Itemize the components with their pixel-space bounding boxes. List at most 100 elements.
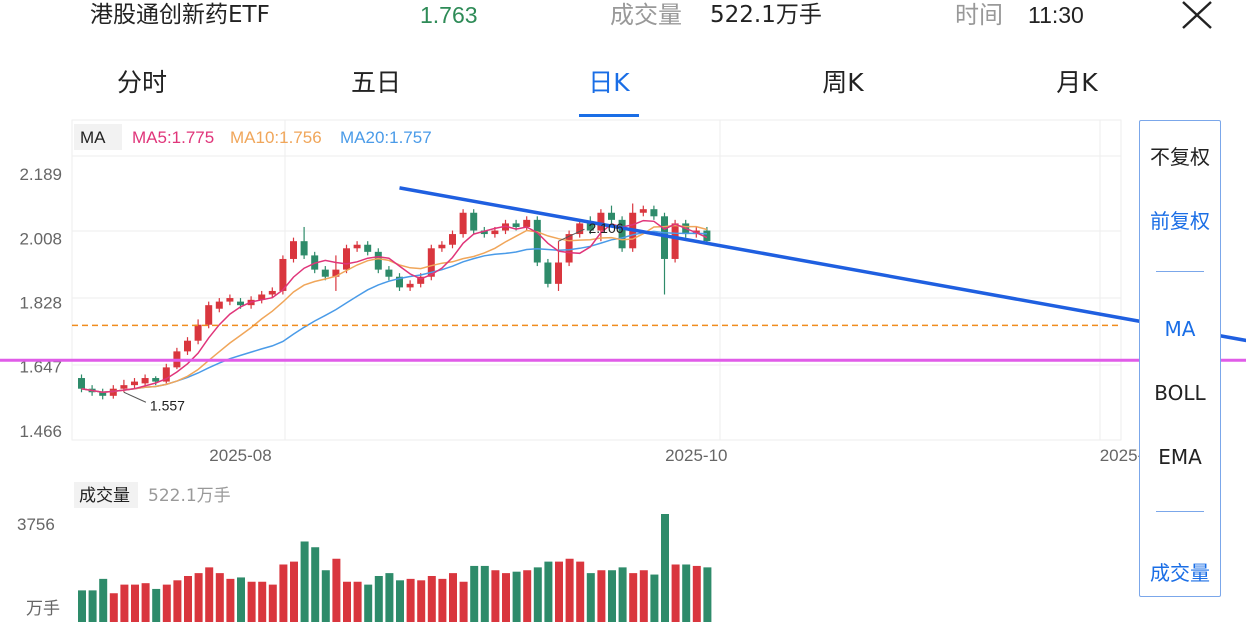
volume-bar: [374, 575, 383, 622]
volume-bar: [618, 567, 627, 622]
candle-body: [608, 212, 615, 220]
candle-body: [417, 276, 425, 284]
volume-option[interactable]: 成交量: [1140, 557, 1220, 586]
candle-body: [438, 244, 446, 249]
y-tick-label: 1.466: [19, 422, 62, 441]
close-button[interactable]: [1180, 0, 1214, 30]
quote-header: 港股通创新药ETF 1.763 成交量 522.1万手 时间 11:30: [0, 0, 1246, 34]
ma-option[interactable]: MA: [1140, 317, 1220, 341]
volume-bar: [438, 578, 447, 622]
tab-daily-k[interactable]: 日K: [539, 58, 679, 118]
candle-body: [618, 219, 626, 249]
candle-body: [332, 269, 340, 277]
option-label: BOLL: [1154, 381, 1206, 405]
volume-bar: [597, 570, 606, 622]
volume-bar: [703, 567, 712, 622]
boll-option[interactable]: BOLL: [1140, 381, 1220, 405]
candle-body: [205, 305, 213, 325]
candle-body: [427, 248, 435, 277]
forward-adjust-option[interactable]: 前复权: [1140, 205, 1220, 234]
candle-body: [449, 234, 456, 245]
ma20-legend: MA20:1.757: [340, 128, 432, 147]
volume-bar: [608, 570, 616, 622]
candle-body: [661, 216, 668, 259]
volume-bar: [311, 547, 320, 622]
candle-body: [491, 230, 499, 235]
volume-bar: [544, 561, 553, 622]
volume-bar: [449, 573, 457, 622]
volume-bar: [385, 573, 394, 622]
tab-label: 周K: [822, 68, 864, 97]
candle-body: [268, 290, 276, 295]
volume-bar: [470, 565, 479, 622]
volume-bar: [459, 581, 468, 622]
high-label: 2.106: [589, 220, 624, 236]
y-axis: 1.466 1.647 1.828 2.008 2.189: [19, 165, 62, 441]
price-panel-frame: [71, 119, 1122, 441]
panel-divider: [1156, 511, 1204, 512]
time-label: 时间: [955, 1, 1003, 29]
volume-bar: [406, 578, 415, 622]
candle-body: [555, 262, 562, 284]
candle-body: [650, 209, 658, 217]
option-label: 前复权: [1150, 209, 1210, 233]
no-adjust-option[interactable]: 不复权: [1140, 141, 1220, 170]
low-label: 1.557: [150, 397, 185, 413]
volume-bar: [396, 580, 404, 622]
low-leader-line: [123, 391, 147, 403]
volume-bar: [247, 581, 256, 622]
tab-monthly-k[interactable]: 月K: [1007, 58, 1147, 118]
candle-body: [131, 381, 138, 386]
volume-bar: [427, 575, 436, 622]
candle-body: [523, 219, 531, 227]
candle-body: [364, 244, 372, 252]
volume-bar: [300, 541, 309, 622]
last-price: 1.763: [420, 2, 478, 28]
candle-body: [215, 301, 223, 309]
volume-bar: [78, 590, 86, 622]
volume-bar: [533, 567, 542, 622]
volume-bar: [279, 564, 288, 622]
ma-legend: MA MA5:1.775 MA10:1.756 MA20:1.757: [74, 124, 432, 150]
volume-bar: [109, 593, 118, 622]
candle-body: [671, 223, 679, 259]
candle-body: [512, 223, 520, 227]
tab-intraday[interactable]: 分时: [72, 58, 212, 118]
candle-body: [703, 230, 711, 242]
tab-five-day[interactable]: 五日: [306, 58, 446, 118]
volume-bar: [131, 584, 139, 622]
volume-bar: [332, 558, 341, 622]
candle-body: [237, 301, 244, 306]
volume-bar: [120, 584, 129, 622]
candle-body: [290, 241, 297, 259]
volume-bar: [576, 561, 585, 622]
price-levels: [0, 186, 1246, 362]
ma-legend-box: [74, 124, 122, 150]
volume-bar: [343, 581, 351, 622]
candle-body: [343, 248, 350, 270]
indicator-panel: 不复权 前复权 MA BOLL EMA 成交量: [1139, 120, 1221, 597]
ema-option[interactable]: EMA: [1140, 445, 1220, 469]
ma-legend-label: MA: [80, 128, 106, 147]
tab-weekly-k[interactable]: 周K: [773, 58, 913, 118]
candle-body: [353, 244, 361, 249]
volume-bar: [364, 584, 373, 622]
volume-bar: [162, 584, 171, 622]
volume-bar: [639, 570, 648, 622]
volume-bar: [661, 514, 669, 622]
kline-chart[interactable]: 1.466 1.647 1.828 2.008 2.189 2025-08 2025-10…: [0, 118, 1246, 628]
candle-body: [374, 251, 382, 270]
x-tick-label: 2025-10: [665, 446, 727, 465]
candle-body: [459, 212, 467, 235]
candle-body: [78, 378, 85, 389]
fund-name: 港股通创新药ETF: [90, 2, 270, 28]
volume-bar: [353, 581, 362, 622]
volume-legend-value: 522.1万手: [148, 486, 231, 506]
candle-body: [279, 258, 287, 291]
y-tick-label: 2.189: [19, 165, 62, 184]
candle-body: [109, 388, 117, 396]
volume-bar: [184, 575, 192, 622]
volume-bar: [141, 583, 150, 622]
tab-label: 五日: [350, 68, 401, 97]
candle-body: [533, 219, 541, 263]
